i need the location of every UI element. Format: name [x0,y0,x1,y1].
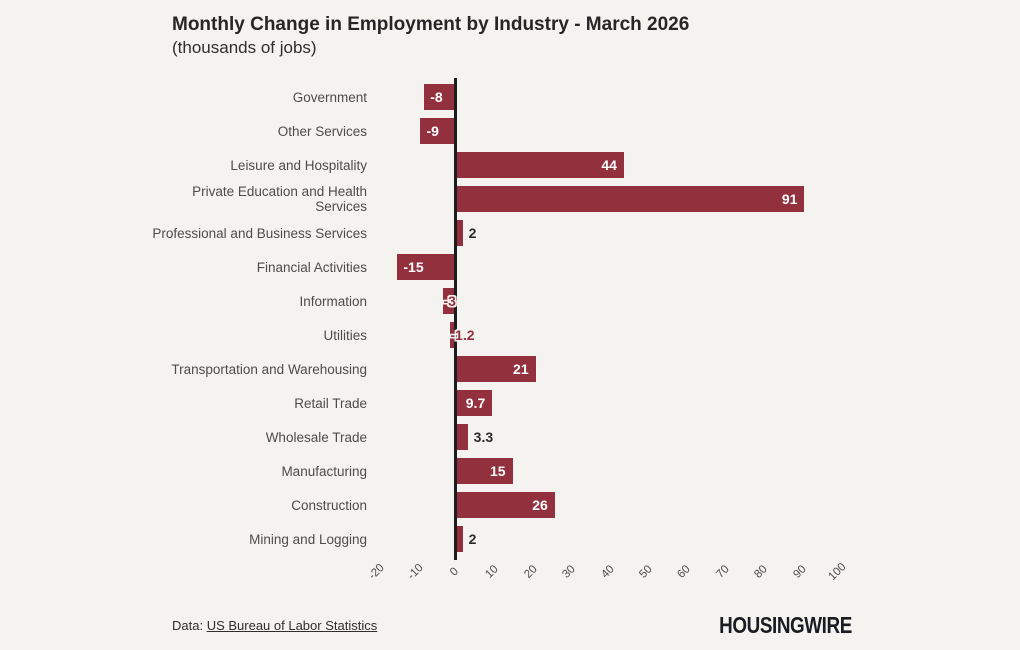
x-axis-tick-label: -10 [405,561,426,583]
category-label: Leisure and Hospitality [230,157,367,173]
bar [455,424,468,450]
data-source-prefix: Data: [172,618,207,633]
x-axis-tick-label: 40 [598,563,617,581]
chart-footer: Data: US Bureau of Labor Statistics HOUS… [172,612,852,639]
chart-row: Transportation and Warehousing 21 [171,352,852,386]
category-label: Private Education and Health Services [192,184,367,214]
category-label: Information [299,293,367,309]
chart-row: Wholesale Trade 3.3 [172,420,852,454]
category-label: Mining and Logging [249,531,367,547]
bar [455,526,463,552]
value-label: 2 [468,225,477,241]
housingwire-logo: HOUSINGWIRE [719,612,852,638]
chart-row: Other Services -9 [172,114,852,148]
chart-row: Manufacturing 15 [172,454,852,488]
category-label: Construction [291,497,367,513]
category-label: Utilities [323,327,367,343]
x-axis: -20 -10 0 10 20 30 40 50 60 70 80 90 100 [172,556,852,598]
chart-row: Retail Trade 9.7 [172,386,852,420]
category-label: Manufacturing [281,463,367,479]
bar: -15 [397,254,455,280]
bar: -8 [424,84,455,110]
bar: -9 [420,118,455,144]
value-label: 2 [468,531,477,547]
zero-axis-line [454,78,457,560]
bar: 26 [455,492,555,518]
chart-subtitle: (thousands of jobs) [172,38,317,57]
value-label: -9 [426,123,439,139]
category-label: Wholesale Trade [265,429,367,445]
bar: 9.7 [455,390,493,416]
x-axis-tick-label: 90 [790,563,809,581]
chart-row: Government -8 [172,80,852,114]
x-axis-tick-label: -20 [366,561,387,583]
bar [443,288,455,314]
bar-chart: Government -8 Other Services -9 Leisure and … [152,78,852,560]
category-label: Other Services [277,123,367,139]
x-axis-tick-label: 10 [483,563,502,581]
x-axis-tick-label: 30 [560,563,578,581]
chart-rows: Government -8 Other Services -9 Leisure and … [152,80,852,556]
bar: 44 [455,152,624,178]
chart-row: Utilities -1.2 [172,318,852,352]
category-label: Retail Trade [294,395,367,411]
value-label: 44 [601,157,617,173]
chart-row: Financial Activities -15 [172,250,852,284]
chart-row: Mining and Logging 2 [172,522,852,556]
value-label: 15 [490,463,506,479]
x-axis-tick-label: 0 [447,565,461,579]
chart-title: Monthly Change in Employment by Industry… [172,14,690,35]
x-axis-tick-label: 60 [675,563,694,581]
chart-container: Monthly Change in Employment by Industry… [152,0,852,639]
bar: 15 [455,458,513,484]
bar: 91 [455,186,805,212]
bar: 21 [455,356,536,382]
value-label: 9.7 [465,395,486,411]
bar [450,322,457,348]
chart-row: Professional and Business Services 2 [152,216,852,250]
data-source-link[interactable]: US Bureau of Labor Statistics [206,618,378,633]
value-label: -8 [430,89,443,105]
chart-row: Information -3 [172,284,852,318]
value-label: -3 [443,293,456,309]
x-axis-tick-label: 100 [826,560,849,584]
chart-row: Private Education and Health Services 91 [172,182,852,216]
category-label: Professional and Business Services [152,225,367,241]
category-label: Transportation and Warehousing [171,361,367,377]
x-axis-tick-label: 70 [714,563,732,581]
data-source: Data: US Bureau of Labor Statistics [172,618,377,633]
x-axis-tick-label: 20 [522,563,540,581]
value-label: 26 [532,497,548,513]
value-label: -15 [403,259,424,275]
chart-row: Construction 26 [172,488,852,522]
chart-row: Leisure and Hospitality 44 [172,148,852,182]
x-axis-tick-label: 50 [637,563,655,581]
category-label: Financial Activities [256,259,367,275]
category-label: Government [292,89,367,105]
value-label: -1.2 [450,327,475,343]
bar [455,220,463,246]
value-label: 3.3 [473,429,494,445]
value-label: 91 [781,191,798,207]
x-axis-tick-label: 80 [752,563,770,581]
value-label: 21 [513,361,529,377]
